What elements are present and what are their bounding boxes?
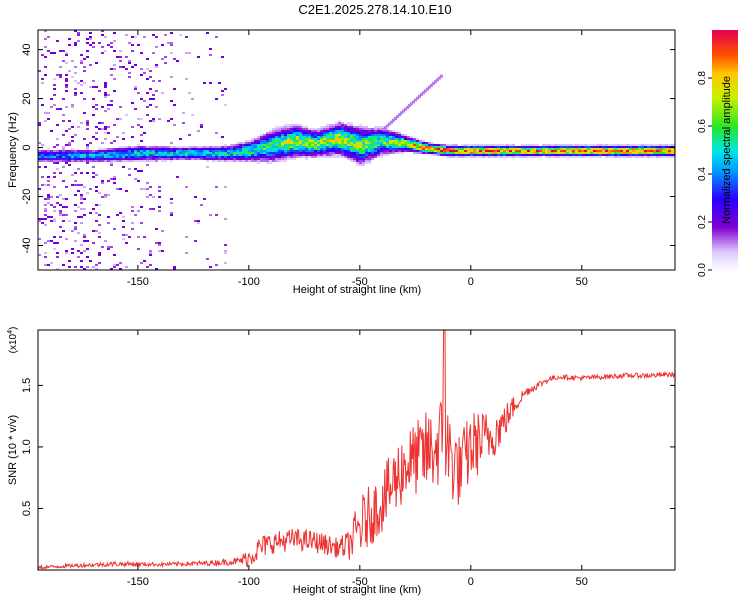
snr-scale-prefix: (x10 (8, 333, 19, 353)
spectrogram-heatmap (38, 30, 675, 270)
spectrogram-y-tick-label: 0 (21, 144, 33, 150)
snr-scale-exponent: 4 (7, 330, 14, 334)
spectrogram-x-ticks: -150 -100 -50 0 50 (127, 30, 588, 288)
colorbar-tick-label: 0.0 (697, 263, 708, 277)
spectrogram-x-tick-label: -150 (127, 276, 149, 288)
colorbar-gradient (712, 30, 738, 271)
snr-x-ticks: -150 -100 -50 0 50 (127, 330, 588, 588)
figure-title: C2E1.2025.278.14.10.E10 (298, 2, 451, 17)
snr-series-line (38, 330, 675, 570)
colorbar-tick-label: 0.6 (697, 119, 708, 133)
snr-x-tick-label: 50 (576, 576, 588, 588)
snr-x-tick-label: -100 (238, 576, 260, 588)
snr-y-label: SNR (10 * v/v) (7, 415, 19, 485)
colorbar-tick-label: 0.2 (697, 215, 708, 229)
spectrogram-x-tick-label: 50 (576, 276, 588, 288)
snr-scale-close: ) (8, 327, 19, 330)
spectrogram-x-tick-label: 0 (468, 276, 474, 288)
snr-y-ticks: 0.5 1.0 1.5 (21, 378, 675, 516)
colorbar-label: Normalized spectral amplitude (721, 76, 733, 224)
spectrogram-frame (37, 29, 676, 271)
spectrogram-y-tick-label: -20 (21, 189, 33, 205)
spectrogram-x-tick-label: -100 (238, 276, 260, 288)
spectrogram-y-label: Frequency (Hz) (7, 112, 19, 188)
snr-panel: -150 -100 -50 0 50 0.5 1.0 1.5 Height of strai… (7, 327, 676, 596)
colorbar-tick-label: 0.8 (697, 71, 708, 85)
spectrogram-y-tick-label: -40 (21, 238, 33, 254)
snr-scale-label: (x104) (7, 327, 19, 354)
spectrogram-y-ticks: -40 -20 0 20 40 (21, 43, 675, 253)
snr-x-tick-label: -50 (352, 576, 368, 588)
spectrogram-panel: -150 -100 -50 0 50 -40 -20 0 20 40 Height of str… (7, 29, 676, 296)
snr-x-label: Height of straight line (km) (293, 584, 421, 596)
snr-y-tick-label: 0.5 (21, 501, 33, 516)
spectrogram-y-tick-label: 40 (21, 43, 33, 55)
snr-plot-area (38, 330, 675, 570)
spectrogram-x-tick-label: -50 (352, 276, 368, 288)
colorbar: 0.0 0.2 0.4 0.6 0.8 Normalized spectral ampl… (697, 30, 738, 277)
svg-text:(x104): (x104) (7, 327, 19, 354)
spectrogram-x-label: Height of straight line (km) (293, 284, 421, 296)
snr-x-tick-label: -150 (127, 576, 149, 588)
colorbar-tick-label: 0.4 (697, 167, 708, 181)
snr-y-tick-label: 1.5 (21, 378, 33, 393)
spectrogram-y-tick-label: 20 (21, 92, 33, 104)
colorbar-ticks: 0.0 0.2 0.4 0.6 0.8 (697, 71, 712, 277)
snr-frame (37, 329, 676, 571)
snr-y-tick-label: 1.0 (21, 439, 33, 454)
snr-x-tick-label: 0 (468, 576, 474, 588)
